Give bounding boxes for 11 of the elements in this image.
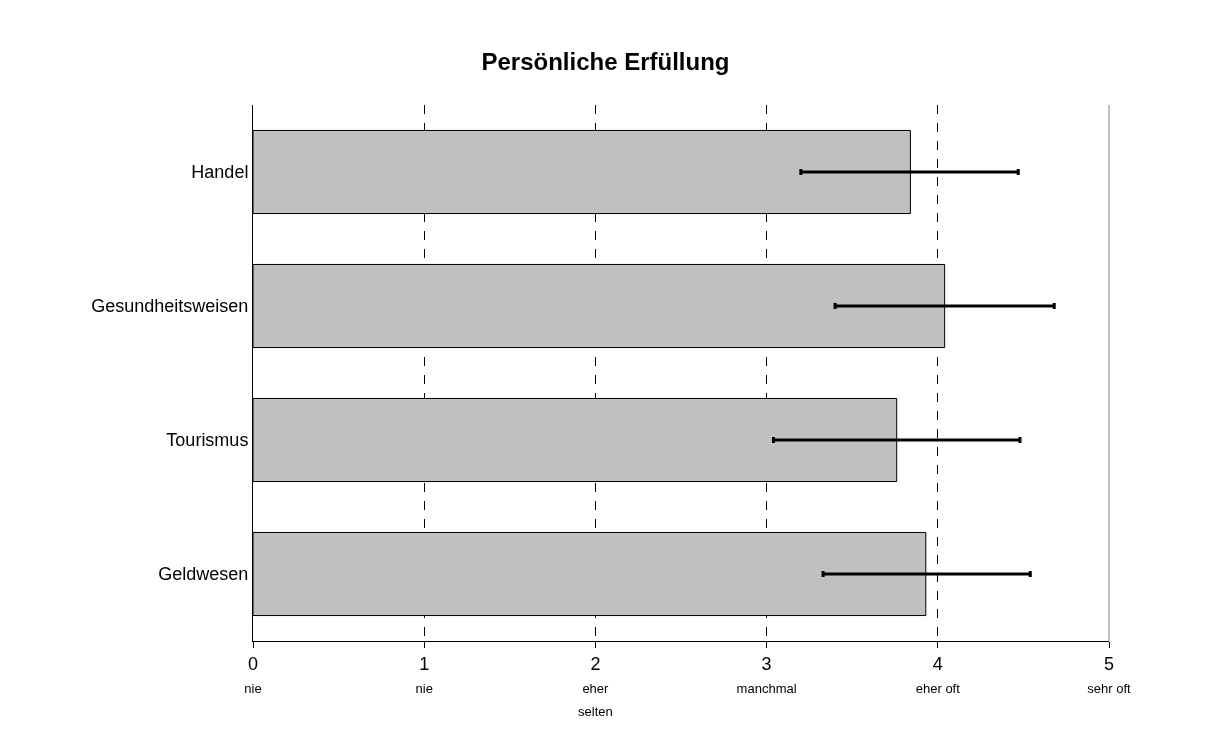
y-tick-label: Tourismus (166, 430, 249, 451)
x-tick-label: 0 nie (244, 653, 262, 696)
y-tick-label: Gesundheitsweisen (91, 296, 249, 317)
y-tick-label: Geldwesen (158, 564, 249, 585)
y-tick-label: Handel (191, 162, 249, 183)
x-tick-label: 2 eher selten (578, 653, 613, 720)
x-tick-label: 4 eher oft (915, 653, 961, 696)
x-tick-label: 1 nie (415, 653, 433, 696)
x-tick-label: 5 sehr oft (1087, 653, 1132, 696)
chart-title: Persönliche Erfüllung (481, 47, 730, 75)
x-tick-label: 3 manchmal (736, 653, 797, 696)
